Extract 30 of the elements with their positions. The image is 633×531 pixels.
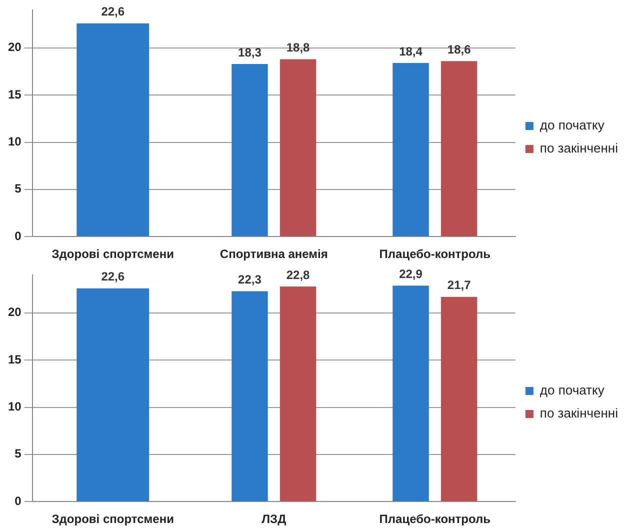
legend-label: до початку — [540, 118, 605, 133]
y-tick-label: 20 — [8, 40, 22, 54]
legend-label: до початку — [540, 382, 605, 398]
y-tick-label: 0 — [14, 494, 22, 508]
x-tick-label: Здорові спортсмени — [52, 247, 174, 262]
y-tick-label: 15 — [8, 352, 22, 366]
data-label: 18,6 — [447, 42, 472, 56]
y-tick-label: 0 — [14, 228, 22, 243]
x-tick-label: Спортивна анемія — [220, 247, 328, 262]
legend-label: по закінченні — [540, 140, 618, 156]
x-tick-label: ЛЗД — [262, 512, 287, 526]
x-tick-label: Плацебо-контроль — [379, 247, 491, 262]
data-label: 22,6 — [101, 4, 125, 19]
y-tick-label: 15 — [8, 87, 22, 102]
data-label: 18,3 — [238, 45, 262, 60]
data-label: 21,7 — [447, 278, 472, 292]
data-label: 22,3 — [238, 272, 262, 287]
data-label: 18,8 — [286, 40, 310, 55]
y-tick-label: 20 — [8, 305, 22, 320]
data-label: 22,8 — [286, 268, 310, 282]
y-tick-label: 10 — [8, 400, 22, 414]
x-tick-label: Здорові спортсмени — [52, 512, 174, 526]
x-tick-label: Плацебо-контроль — [379, 512, 491, 526]
data-label: 22,9 — [399, 266, 423, 281]
data-label: 18,4 — [399, 44, 423, 58]
legend-label: по закінченні — [540, 406, 618, 421]
y-tick-label: 10 — [8, 134, 22, 149]
data-label: 22,6 — [101, 270, 125, 284]
y-tick-label: 5 — [14, 446, 22, 461]
y-tick-label: 5 — [14, 182, 22, 196]
